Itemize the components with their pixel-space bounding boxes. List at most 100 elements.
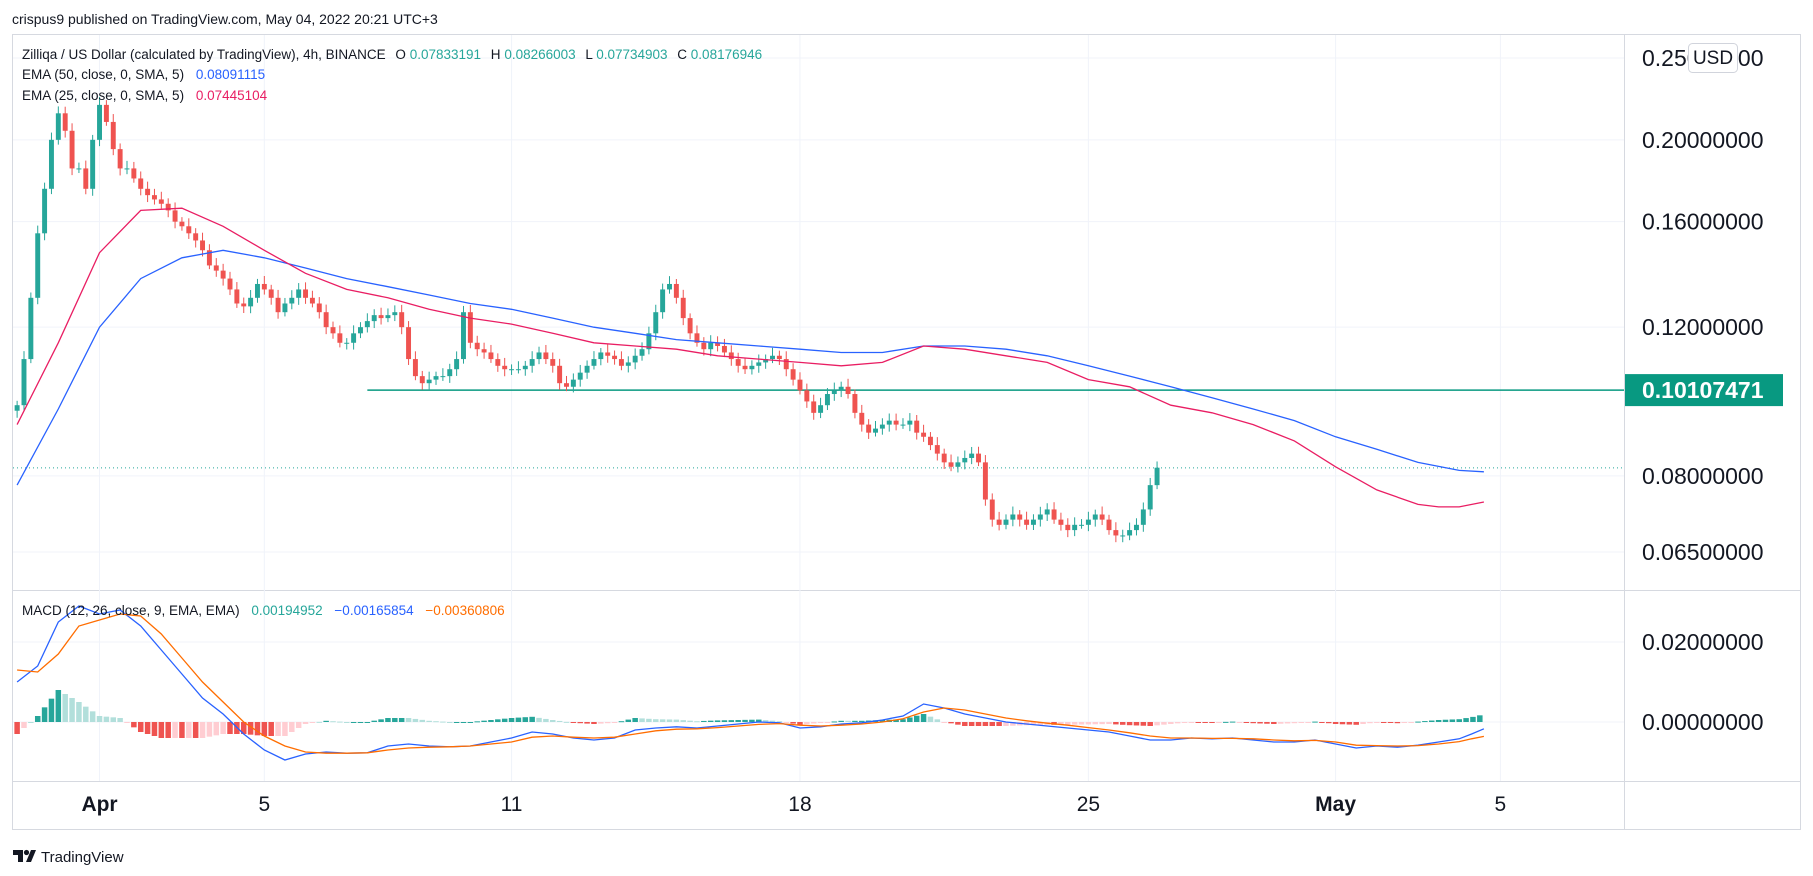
candle-body [351, 333, 357, 343]
candle-body [907, 420, 913, 425]
candle [138, 171, 144, 196]
candle [1072, 517, 1078, 537]
candle [866, 419, 872, 439]
candle [447, 363, 453, 383]
candle-body [852, 394, 858, 413]
candle-body [625, 362, 631, 366]
macd-histogram-bar [337, 721, 343, 723]
candle [790, 363, 796, 386]
currency-badge[interactable] [1688, 43, 1738, 73]
macd-histogram-bar [1305, 722, 1311, 723]
candle [976, 446, 981, 467]
macd-histogram-bar [350, 722, 357, 723]
open-label: O [395, 47, 406, 62]
macd-histogram-bar [756, 719, 762, 722]
candle-body [392, 312, 398, 316]
macd-histogram-bar [1463, 718, 1469, 722]
macd-histogram-bar [1119, 722, 1126, 725]
candle [776, 350, 782, 366]
candle [406, 321, 412, 365]
candle [158, 191, 164, 209]
candle [76, 162, 82, 174]
candle-body [605, 352, 611, 356]
candle [440, 368, 446, 381]
candle-body [797, 379, 803, 391]
price-tick-label: 0.08000000 [1642, 463, 1764, 489]
macd-histogram-bar [1037, 722, 1044, 725]
macd-histogram-bar [584, 722, 590, 724]
macd-histogram-bar [447, 722, 453, 723]
macd-histogram-bar [495, 719, 501, 722]
candle [35, 225, 41, 305]
candle-body [831, 390, 837, 395]
candle-body [55, 113, 61, 140]
candle-body [653, 312, 659, 334]
candle [392, 305, 398, 322]
candle [1113, 522, 1119, 543]
candle-body [358, 327, 363, 334]
candle-body [309, 297, 315, 304]
time-axis: Apr 5 11 18 25 May 5 [81, 793, 1506, 816]
macd-histogram-bar [117, 718, 123, 722]
candle-body [1079, 524, 1084, 526]
candle-body [879, 424, 885, 429]
macd-histogram-bar [1113, 722, 1119, 725]
ema25-line [16, 207, 1485, 508]
signal-line [17, 613, 1485, 754]
candle [797, 372, 803, 395]
macd-histogram-bar [481, 720, 487, 722]
macd-histogram-bar [1477, 715, 1483, 722]
macd-histogram-bar [289, 722, 295, 732]
macd-histogram-bar [948, 722, 954, 724]
candle [261, 275, 267, 295]
macd-histogram-bar [48, 698, 55, 722]
candle [783, 351, 789, 377]
candle-body [818, 405, 824, 413]
macd-line [16, 605, 1485, 761]
candle [694, 325, 700, 347]
candle-body [1037, 514, 1043, 520]
currency-badge-label: USD [1693, 48, 1733, 69]
macd-histogram-bar [556, 720, 563, 722]
macd-histogram-bar [1168, 722, 1174, 724]
macd-histogram-bar [460, 722, 467, 723]
candle-body [1044, 509, 1050, 515]
macd-histogram-bar [1065, 722, 1071, 725]
macd-histogram-bar [1030, 722, 1037, 726]
candle [756, 354, 762, 373]
candle-body [914, 420, 920, 433]
macd-histogram-bar [1470, 716, 1476, 722]
candle-body [1072, 524, 1078, 531]
macd-histogram-bar [508, 717, 515, 722]
macd-histogram-bar [515, 717, 522, 722]
candle [1120, 529, 1126, 543]
candle [358, 322, 363, 339]
macd-histogram-bar [1374, 722, 1380, 723]
candle [14, 400, 20, 418]
candle [151, 188, 157, 205]
candle-body [701, 342, 707, 350]
candle-body [248, 297, 254, 307]
candle-body [632, 355, 638, 363]
macd-histogram-bar [625, 719, 632, 722]
macd-histogram-bar [309, 722, 316, 723]
macd-histogram-bar [76, 702, 82, 722]
grid [13, 35, 1624, 781]
time-tick-label: 5 [258, 793, 270, 816]
macd-histogram-bar [797, 722, 803, 725]
candle [886, 413, 892, 432]
candle-body [110, 121, 116, 150]
candle [934, 437, 940, 461]
macd-histogram-bar [316, 721, 323, 723]
candle-body [509, 369, 515, 371]
macd-hist-value: 0.00194952 [251, 603, 322, 618]
candle-body [673, 283, 679, 298]
candle-body [1127, 530, 1133, 536]
candle-body [598, 352, 604, 360]
candle-body [969, 453, 975, 458]
candle [351, 325, 357, 350]
candle [488, 344, 494, 363]
candle-body [323, 312, 329, 328]
candle [21, 351, 27, 412]
candle [598, 348, 604, 366]
